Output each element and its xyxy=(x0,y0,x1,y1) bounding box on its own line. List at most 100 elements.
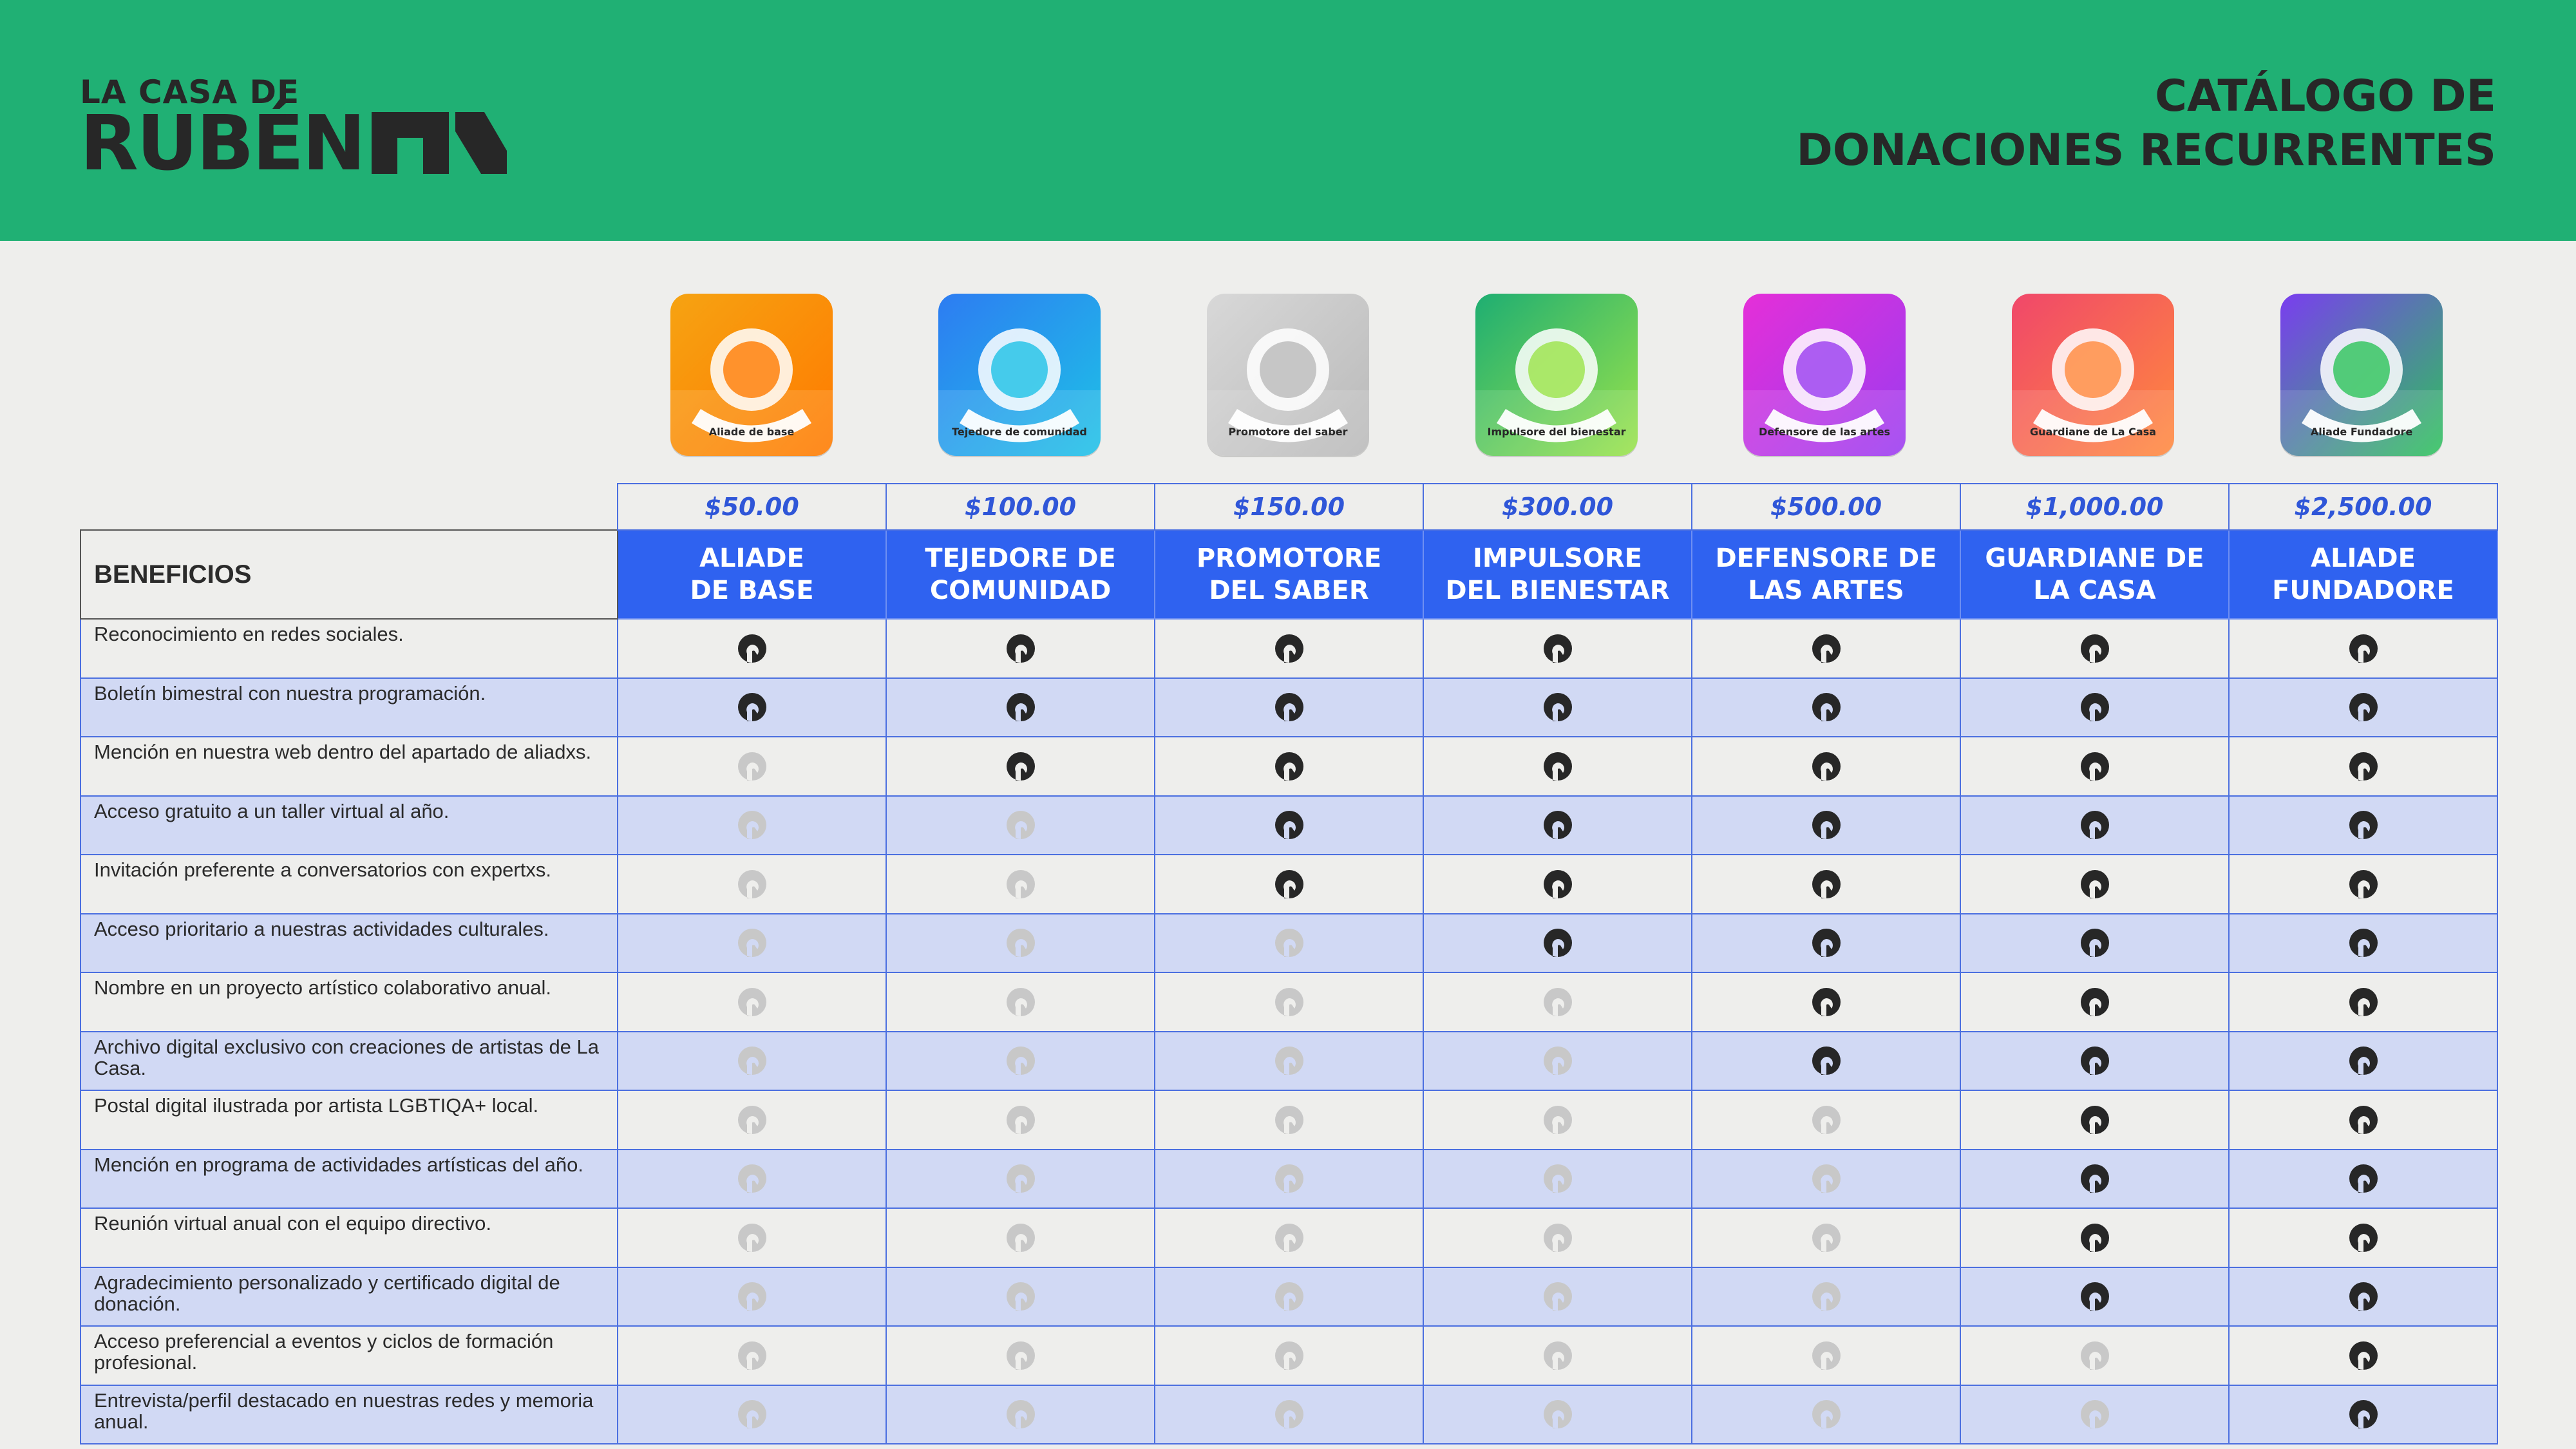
included-check-icon xyxy=(1810,690,1843,724)
benefit-cell xyxy=(1423,913,1692,973)
benefit-cell xyxy=(886,1148,1155,1209)
not-included-check-icon xyxy=(1273,1339,1306,1372)
benefit-cell xyxy=(1960,1090,2230,1150)
tier-badge-5[interactable]: Defensore de las artes xyxy=(1743,294,1906,456)
not-included-check-icon xyxy=(1273,1103,1306,1137)
benefit-cell xyxy=(1960,795,2230,855)
tier-name-1: ALIADE DE BASE xyxy=(617,529,887,620)
not-included-check-icon xyxy=(1004,1397,1037,1431)
included-check-icon xyxy=(2078,1103,2112,1137)
benefit-row: Postal digital ilustrada por artista LGB… xyxy=(80,1090,2498,1150)
benefit-cell xyxy=(1691,795,1961,855)
benefit-label: Archivo digital exclusivo con creaciones… xyxy=(80,1030,618,1091)
tier-header-row: BENEFICIOS ALIADE DE BASE TEJEDORE DE COMUN… xyxy=(80,529,2498,620)
not-included-check-icon xyxy=(1541,1397,1575,1431)
benefit-cell xyxy=(1423,1148,1692,1209)
tier-badge-6[interactable]: Guardiane de La Casa xyxy=(2012,294,2174,456)
not-included-check-icon xyxy=(1810,1280,1843,1313)
page-title-line-2: DONACIONES RECURRENTES xyxy=(1796,125,2496,176)
benefit-cell xyxy=(1691,1384,1961,1444)
included-check-icon xyxy=(1273,750,1306,783)
tier-badge-4[interactable]: Impulsore del bienestar xyxy=(1475,294,1638,456)
benefit-cell xyxy=(617,618,887,679)
benefit-row: Mención en nuestra web dentro del aparta… xyxy=(80,736,2498,797)
tier-badge-1[interactable]: Aliade de base xyxy=(670,294,833,456)
not-included-check-icon xyxy=(1273,926,1306,960)
included-check-icon xyxy=(2078,1044,2112,1077)
badge-label: Aliade de base xyxy=(709,426,795,438)
tier-price-6: $1,000.00 xyxy=(1960,483,2230,531)
benefit-label: Reconocimiento en redes sociales. xyxy=(80,618,618,679)
tier-price-5: $500.00 xyxy=(1691,483,1961,531)
benefit-row: Reconocimiento en redes sociales. xyxy=(80,618,2498,679)
included-check-icon xyxy=(2347,1280,2380,1313)
not-included-check-icon xyxy=(1004,1103,1037,1137)
benefit-label: Mención en nuestra web dentro del aparta… xyxy=(80,736,618,797)
included-check-icon xyxy=(1541,750,1575,783)
logo-bottom-text: RUBÉN xyxy=(80,99,366,187)
benefit-cell xyxy=(1960,736,2230,797)
benefit-cell xyxy=(1691,1208,1961,1268)
benefit-row: Invitación preferente a conversatorios c… xyxy=(80,854,2498,914)
brand-logo[interactable]: LA CASA DE RUBÉN xyxy=(80,76,507,187)
included-check-icon xyxy=(1541,690,1575,724)
header-banner: LA CASA DE RUBÉN CATÁLOGO DE DONACIONES … xyxy=(0,0,2576,241)
tier-badge-7[interactable]: Aliade Fundadore xyxy=(2280,294,2443,456)
benefit-cell xyxy=(886,972,1155,1032)
benefit-cell xyxy=(1154,677,1424,737)
not-included-check-icon xyxy=(1004,1339,1037,1372)
benefit-cell xyxy=(2228,736,2498,797)
not-included-check-icon xyxy=(1273,1221,1306,1255)
benefit-label: Invitación preferente a conversatorios c… xyxy=(80,854,618,914)
star-hands-icon: Aliade Fundadore xyxy=(2280,294,2443,456)
benefit-cell xyxy=(2228,795,2498,855)
benefit-cell xyxy=(1691,618,1961,679)
benefit-row: Boletín bimestral con nuestra programaci… xyxy=(80,677,2498,737)
tier-price-4: $300.00 xyxy=(1423,483,1692,531)
benefit-cell xyxy=(1423,1325,1692,1386)
included-check-icon xyxy=(1273,867,1306,901)
benefit-row: Acceso gratuito a un taller virtual al a… xyxy=(80,795,2498,855)
benefit-cell xyxy=(1423,736,1692,797)
included-check-icon xyxy=(735,690,769,724)
benefit-cell xyxy=(886,795,1155,855)
benefit-cell xyxy=(1691,913,1961,973)
benefit-cell xyxy=(1691,854,1961,914)
included-check-icon xyxy=(2078,750,2112,783)
benefit-row: Nombre en un proyecto artístico colabora… xyxy=(80,972,2498,1032)
benefit-cell xyxy=(1960,1030,2230,1091)
not-included-check-icon xyxy=(1541,1221,1575,1255)
tier-price-2: $100.00 xyxy=(886,483,1155,531)
included-check-icon xyxy=(1004,632,1037,665)
tier-name-3: PROMOTORE DEL SABER xyxy=(1154,529,1424,620)
benefit-cell xyxy=(886,1090,1155,1150)
not-included-check-icon xyxy=(1810,1221,1843,1255)
included-check-icon xyxy=(2078,1162,2112,1195)
benefit-cell xyxy=(617,1090,887,1150)
benefit-label: Acceso preferencial a eventos y ciclos d… xyxy=(80,1325,618,1386)
included-check-icon xyxy=(1541,926,1575,960)
benefit-row: Agradecimiento personalizado y certifica… xyxy=(80,1266,2498,1327)
benefit-cell xyxy=(617,972,887,1032)
tier-badge-2[interactable]: Tejedore de comunidad xyxy=(938,294,1101,456)
not-included-check-icon xyxy=(1273,985,1306,1019)
benefit-cell xyxy=(1423,677,1692,737)
tier-name-4: IMPULSORE DEL BIENESTAR xyxy=(1423,529,1692,620)
benefit-cell xyxy=(1423,1266,1692,1327)
not-included-check-icon xyxy=(1273,1397,1306,1431)
benefit-cell xyxy=(1423,618,1692,679)
benefit-row: Mención en programa de actividades artís… xyxy=(80,1148,2498,1209)
badge-label: Tejedore de comunidad xyxy=(952,426,1087,438)
benefit-cell xyxy=(1154,1208,1424,1268)
included-check-icon xyxy=(1810,985,1843,1019)
benefit-cell xyxy=(2228,618,2498,679)
benefit-cell xyxy=(1154,1090,1424,1150)
benefit-cell xyxy=(1691,736,1961,797)
included-check-icon xyxy=(1541,808,1575,842)
not-included-check-icon xyxy=(735,808,769,842)
tier-badge-3[interactable]: Promotore del saber xyxy=(1207,294,1369,456)
tier-badges: Aliade de base Tejedore de comunidad Promo… xyxy=(0,294,2576,459)
tier-name-5: DEFENSORE DE LAS ARTES xyxy=(1691,529,1961,620)
benefit-cell xyxy=(886,854,1155,914)
hands-plant-icon: Aliade de base xyxy=(670,294,833,456)
